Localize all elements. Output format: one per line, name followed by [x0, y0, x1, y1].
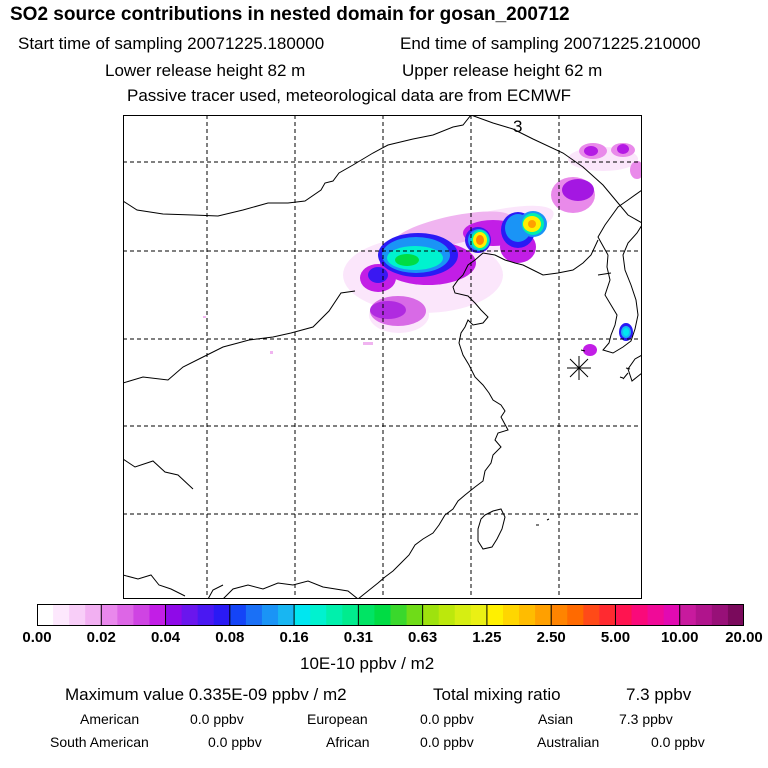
region-australian-value: 0.0 ppbv: [651, 734, 705, 750]
region-american-value: 0.0 ppbv: [190, 711, 244, 727]
upper-release-height-label: Upper release height 62 m: [402, 61, 603, 80]
colorbar-swatch: [679, 604, 697, 626]
total-mixing-ratio-value: 7.3 ppbv: [626, 685, 692, 704]
colorbar-swatch: [245, 604, 263, 626]
colorbar-swatch: [519, 604, 536, 626]
region-american-name: American: [80, 711, 140, 727]
colorbar-swatch: [390, 604, 408, 626]
colorbar-swatch: [551, 604, 568, 626]
end-time-label: End time of sampling 20071225.210000: [400, 34, 701, 53]
map-panel: 3: [123, 115, 642, 599]
colorbar-tick-label: 20.00: [725, 629, 763, 646]
colorbar-swatch: [149, 604, 167, 626]
colorbar-swatch: [583, 604, 600, 626]
colorbar-tick-label: 10.00: [660, 629, 699, 646]
colorbar-swatch: [454, 604, 472, 626]
colorbar-swatch: [567, 604, 584, 626]
colorbar-swatch: [181, 604, 199, 626]
colorbar-tick-label: 0.00: [22, 629, 52, 646]
colorbar-swatch: [647, 604, 665, 626]
colorbar-swatch: [599, 604, 617, 626]
colorbar-swatch: [213, 604, 231, 626]
colorbar-swatch: [294, 604, 311, 626]
region-european-name: European: [307, 711, 368, 727]
total-mixing-ratio-label: Total mixing ratio: [433, 685, 561, 704]
panel-label: 3: [513, 117, 522, 136]
region-australian-name: Australian: [537, 734, 600, 750]
colorbar-swatch: [165, 604, 183, 626]
colorbar: [37, 604, 745, 626]
colorbar-swatch: [502, 604, 520, 626]
colorbar-swatch: [615, 604, 633, 626]
colorbar-swatch: [133, 604, 151, 626]
colorbar-tick-label: 0.02: [86, 629, 116, 646]
colorbar-swatch: [695, 604, 713, 626]
region-south-american-name: South American: [50, 734, 149, 750]
colorbar-tick-label: 1.25: [472, 629, 502, 646]
region-asian-name: Asian: [538, 711, 574, 727]
colorbar-swatch: [438, 604, 456, 626]
colorbar-swatch: [358, 604, 376, 626]
colorbar-tick-label: 0.08: [215, 629, 245, 646]
colorbar-tick-label: 2.50: [536, 629, 566, 646]
colorbar-swatch: [470, 604, 488, 626]
colorbar-swatch: [535, 604, 552, 626]
colorbar-swatch: [37, 604, 54, 626]
region-african-value: 0.0 ppbv: [420, 734, 474, 750]
region-south-american-value: 0.0 ppbv: [208, 734, 262, 750]
colorbar-swatch: [197, 604, 215, 626]
colorbar-swatch: [69, 604, 86, 626]
colorbar-tick-label: 0.31: [343, 629, 373, 646]
asterisk-receptor-icon: [567, 356, 591, 380]
colorbar-swatch: [342, 604, 359, 626]
region-asian-value: 7.3 ppbv: [619, 711, 673, 727]
coastlines-and-borders: [123, 115, 642, 599]
colorbar-swatch: [261, 604, 279, 626]
colorbar-swatch: [326, 604, 343, 626]
region-african-name: African: [326, 734, 370, 750]
colorbar-tick-label: 0.63: [408, 629, 438, 646]
maximum-value-label: Maximum value 0.335E-09 ppbv / m2: [65, 685, 347, 704]
colorbar-swatch: [117, 604, 135, 626]
colorbar-tick-label: 0.04: [150, 629, 181, 646]
colorbar-swatch: [85, 604, 102, 626]
colorbar-swatch: [631, 604, 649, 626]
lat-lon-grid: [123, 115, 642, 599]
colorbar-swatch: [406, 604, 424, 626]
colorbar-swatch: [422, 604, 440, 626]
colorbar-swatch: [374, 604, 392, 626]
colorbar-swatch: [711, 604, 729, 626]
colorbar-tick-label: 0.16: [279, 629, 309, 646]
colorbar-swatch: [727, 604, 745, 626]
so2-concentration-plume: [203, 143, 642, 356]
colorbar-tick-label: 5.00: [600, 629, 631, 646]
colorbar-swatch: [486, 604, 504, 626]
colorbar-swatch: [53, 604, 70, 626]
colorbar-border: [37, 604, 744, 626]
lower-release-height-label: Lower release height 82 m: [105, 61, 306, 80]
colorbar-swatch: [663, 604, 681, 626]
colorbar-swatch: [229, 604, 247, 626]
colorbar-swatch: [278, 604, 295, 626]
start-time-label: Start time of sampling 20071225.180000: [18, 34, 325, 53]
region-european-value: 0.0 ppbv: [420, 711, 474, 727]
tracer-note-label: Passive tracer used, meteorological data…: [127, 86, 572, 105]
colorbar-units: 10E-10 ppbv / m2: [300, 654, 435, 673]
colorbar-swatch: [101, 604, 118, 626]
map-title: SO2 source contributions in nested domai…: [10, 4, 570, 25]
colorbar-swatch: [310, 604, 327, 626]
